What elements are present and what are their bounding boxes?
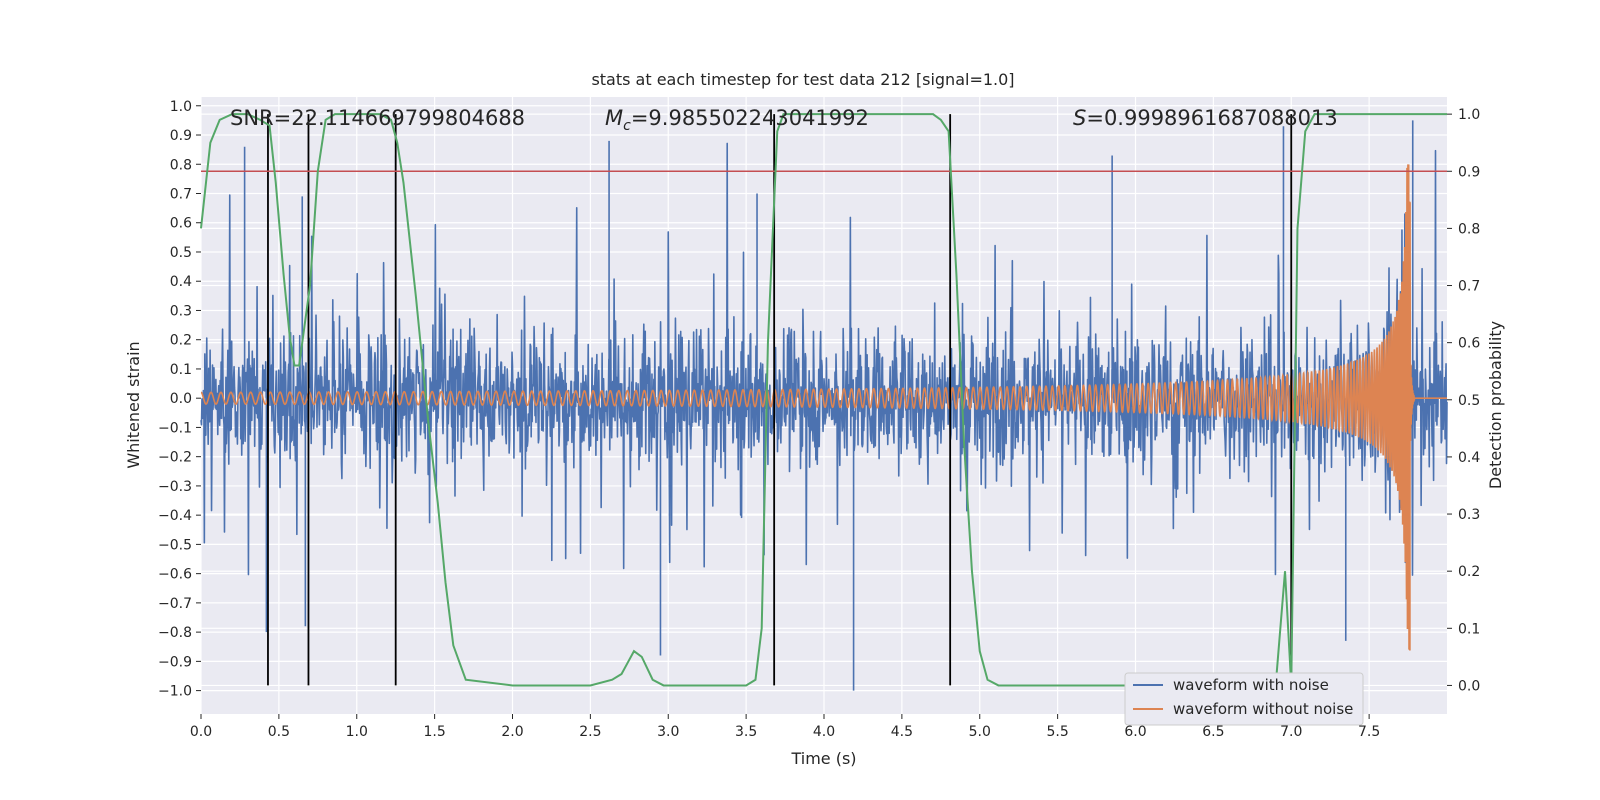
x-tick-label: 3.0 xyxy=(657,724,679,740)
right-tick-label: 0.9 xyxy=(1458,164,1480,180)
right-tick-label: 1.0 xyxy=(1458,107,1480,123)
x-tick-label: 3.5 xyxy=(735,724,757,740)
legend: waveform with noise waveform without noi… xyxy=(1124,672,1364,726)
left-tick-label: −0.3 xyxy=(158,479,192,495)
score-value: =0.9998961687088013 xyxy=(1086,106,1337,130)
score-symbol: S xyxy=(1073,106,1086,130)
left-tick-label: −0.9 xyxy=(158,654,192,670)
x-tick-label: 0.5 xyxy=(268,724,290,740)
left-tick-label: −0.8 xyxy=(158,625,192,641)
left-tick-label: −0.2 xyxy=(158,450,192,466)
x-tick-label: 7.5 xyxy=(1358,724,1380,740)
x-tick-label: 4.0 xyxy=(813,724,835,740)
probability-group xyxy=(200,113,1447,687)
chirp-mass-subscript: c xyxy=(623,118,631,134)
right-tick-label: 0.0 xyxy=(1458,678,1480,694)
right-axis-label: Detection probability xyxy=(1486,321,1505,489)
score-annotation: S=0.9998961687088013 xyxy=(1073,106,1338,130)
right-tick-label: 0.2 xyxy=(1458,564,1480,580)
left-tick-label: −0.7 xyxy=(158,596,192,612)
x-tick-label: 4.5 xyxy=(891,724,913,740)
left-tick-label: 0.5 xyxy=(170,245,192,261)
right-tick-label: 0.4 xyxy=(1458,450,1480,466)
x-axis-label: Time (s) xyxy=(790,749,856,768)
left-tick-label: 0.9 xyxy=(170,128,192,144)
x-tick-label: 1.0 xyxy=(346,724,368,740)
legend-box xyxy=(1124,672,1364,726)
right-tick-label: 0.7 xyxy=(1458,279,1480,295)
left-tick-label: 0.1 xyxy=(170,362,192,378)
left-tick-label: −0.1 xyxy=(158,420,192,436)
left-axis-label: Whitened strain xyxy=(124,341,143,468)
x-tick-label: 0.0 xyxy=(190,724,212,740)
x-tick-label: 5.0 xyxy=(969,724,991,740)
clean-waveform-line xyxy=(200,164,1447,651)
x-tick-label: 5.5 xyxy=(1046,724,1068,740)
left-tick-label: 0.7 xyxy=(170,186,192,202)
chirp-mass-value: =9.985502243041992 xyxy=(631,106,869,130)
right-tick-label: 0.8 xyxy=(1458,221,1480,237)
left-tick-label: 1.0 xyxy=(170,99,192,115)
x-tick-label: 2.0 xyxy=(501,724,523,740)
x-tick-label: 1.5 xyxy=(423,724,445,740)
clean-waveform-group xyxy=(200,164,1447,651)
left-tick-label: 0.2 xyxy=(170,333,192,349)
left-tick-label: 0.8 xyxy=(170,157,192,173)
x-tick-label: 2.5 xyxy=(579,724,601,740)
probability-line xyxy=(200,113,1447,687)
snr-annotation: SNR=22.114669799804688 xyxy=(230,106,525,130)
axis-ticks: 0.0 0.5 1.0 1.5 2.0 2.5 3.0 3.5 4.0 4.5 5.0 5.5 6.0 6… xyxy=(158,99,1480,740)
chirp-mass-symbol: M xyxy=(605,106,623,130)
right-tick-label: 0.6 xyxy=(1458,336,1480,352)
x-tick-label: 7.0 xyxy=(1280,724,1302,740)
left-tick-label: 0.4 xyxy=(170,274,192,290)
left-tick-label: −0.5 xyxy=(158,537,192,553)
chirp-mass-annotation: Mc=9.985502243041992 xyxy=(605,106,869,134)
chart-title: stats at each timestep for test data 212… xyxy=(591,70,1014,89)
left-tick-label: 0.3 xyxy=(170,303,192,319)
left-tick-label: 0.0 xyxy=(170,391,192,407)
right-tick-label: 0.5 xyxy=(1458,393,1480,409)
left-tick-label: −0.6 xyxy=(158,567,192,583)
left-tick-label: −1.0 xyxy=(158,684,192,700)
left-tick-label: −0.4 xyxy=(158,508,192,524)
x-tick-label: 6.5 xyxy=(1202,724,1224,740)
legend-label-noisy: waveform with noise xyxy=(1173,676,1329,694)
legend-label-clean: waveform without noise xyxy=(1173,700,1353,718)
right-tick-label: 0.1 xyxy=(1458,621,1480,637)
x-tick-label: 6.0 xyxy=(1124,724,1146,740)
right-tick-label: 0.3 xyxy=(1458,507,1480,523)
left-tick-label: 0.6 xyxy=(170,216,192,232)
